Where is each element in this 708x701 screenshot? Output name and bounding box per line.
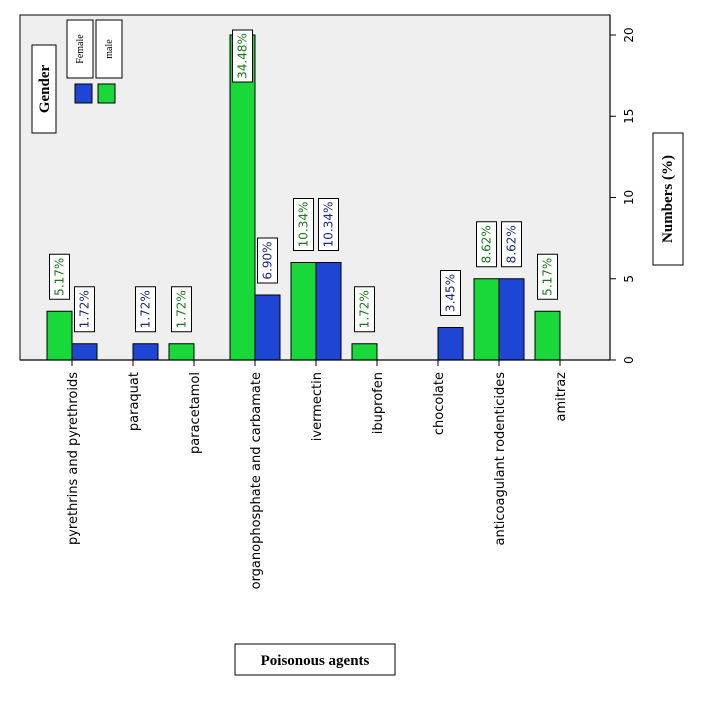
bar-male-9 bbox=[534, 310, 561, 361]
bar-male-8 bbox=[473, 278, 500, 361]
category-tick-label: anticoagulant rodenticides bbox=[493, 372, 508, 546]
data-label: 8.62% bbox=[476, 221, 497, 268]
category-tick-label: paraquat bbox=[127, 372, 142, 431]
data-label: 1.72% bbox=[135, 286, 156, 333]
bars-group bbox=[46, 34, 561, 361]
legend-title: Gender bbox=[37, 64, 53, 113]
legend-title-box bbox=[31, 44, 57, 134]
value-tick-label: 20 bbox=[622, 27, 636, 42]
category-tick-label: organophosphate and carbamate bbox=[249, 372, 264, 589]
value-axis-title-text: Numbers (%) bbox=[660, 155, 676, 243]
data-label-text: 8.62% bbox=[505, 225, 519, 263]
data-label-box bbox=[257, 237, 278, 284]
legend-female-label-box bbox=[66, 19, 94, 79]
category-axis-title-text: Poisonous agents bbox=[261, 653, 370, 669]
data-label-text: 6.90% bbox=[261, 241, 275, 279]
data-label-box bbox=[501, 221, 522, 268]
value-tick-label: 5 bbox=[622, 275, 636, 283]
category-tick-label: ibuprofen bbox=[371, 372, 386, 434]
bar-female-2 bbox=[132, 343, 159, 361]
bar-female-4 bbox=[254, 294, 281, 361]
data-label-text: 1.72% bbox=[175, 290, 189, 328]
legend: Gender Female male bbox=[31, 19, 123, 134]
bar-male-5 bbox=[290, 262, 317, 361]
value-axis-title: Numbers (%) bbox=[652, 132, 684, 266]
category-tick-label: amitraz bbox=[554, 372, 569, 422]
data-label-text: 10.34% bbox=[297, 202, 311, 248]
legend-male-label: male bbox=[104, 39, 115, 59]
data-label-text: 10.34% bbox=[322, 202, 336, 248]
data-label: 10.34% bbox=[318, 198, 339, 251]
data-label: 1.72% bbox=[354, 286, 375, 333]
data-label: 1.72% bbox=[74, 286, 95, 333]
legend-female-swatch bbox=[74, 83, 93, 104]
data-label-text: 5.17% bbox=[53, 258, 67, 296]
legend-female-label: Female bbox=[75, 34, 86, 64]
data-labels-group: 5.17% 1.72% 1.72% 1.72% 34.48% 6.90% 10.34% 10.… bbox=[49, 29, 558, 333]
data-label-text: 1.72% bbox=[358, 290, 372, 328]
data-label: 3.45% bbox=[440, 270, 461, 316]
legend-male-label-box bbox=[95, 19, 123, 79]
data-label: 6.90% bbox=[257, 237, 278, 284]
data-label-text: 34.48% bbox=[236, 33, 250, 79]
data-label-box bbox=[440, 270, 461, 316]
data-label-text: 1.72% bbox=[78, 290, 92, 328]
value-tick-label: 15 bbox=[622, 109, 636, 124]
data-label-box bbox=[135, 286, 156, 333]
bar-female-8 bbox=[498, 278, 525, 361]
data-label-text: 1.72% bbox=[139, 290, 153, 328]
category-tick-label: paracetamol bbox=[188, 372, 203, 454]
data-label-text: 8.62% bbox=[480, 225, 494, 263]
data-label-box bbox=[49, 253, 70, 300]
data-label-box bbox=[232, 29, 253, 83]
value-axis: 0 5 10 15 20 bbox=[609, 15, 636, 364]
bar-female-1 bbox=[71, 343, 98, 361]
data-label-box bbox=[74, 286, 95, 333]
data-label: 34.48% bbox=[232, 29, 253, 83]
data-label-box bbox=[318, 198, 339, 251]
data-label-box bbox=[537, 253, 558, 300]
bar-female-5 bbox=[315, 262, 342, 361]
legend-male-swatch bbox=[97, 83, 116, 104]
bar-male-3 bbox=[168, 343, 195, 361]
bar-male-4 bbox=[229, 34, 256, 361]
data-label: 1.72% bbox=[171, 286, 192, 333]
bar-male-6 bbox=[351, 343, 378, 361]
data-label: 10.34% bbox=[293, 198, 314, 251]
category-tick-label: chocolate bbox=[432, 372, 447, 435]
category-axis-title: Poisonous agents bbox=[234, 643, 396, 676]
category-axis: pyrethrins and pyrethroids paraquat parace… bbox=[66, 360, 569, 589]
bar-female-7 bbox=[437, 327, 464, 361]
data-label-box bbox=[354, 286, 375, 333]
data-label-box bbox=[293, 198, 314, 251]
data-label-text: 5.17% bbox=[541, 258, 555, 296]
data-label-text: 3.45% bbox=[444, 274, 458, 312]
data-label: 5.17% bbox=[49, 253, 70, 300]
data-label: 8.62% bbox=[501, 221, 522, 268]
value-tick-label: 10 bbox=[622, 190, 636, 205]
bar-male-1 bbox=[46, 310, 73, 361]
data-label-box bbox=[476, 221, 497, 268]
category-tick-label: ivermectin bbox=[310, 372, 325, 441]
category-tick-label: pyrethrins and pyrethroids bbox=[66, 372, 81, 545]
data-label: 5.17% bbox=[537, 253, 558, 300]
data-label-box bbox=[171, 286, 192, 333]
value-tick-label: 0 bbox=[622, 356, 636, 364]
